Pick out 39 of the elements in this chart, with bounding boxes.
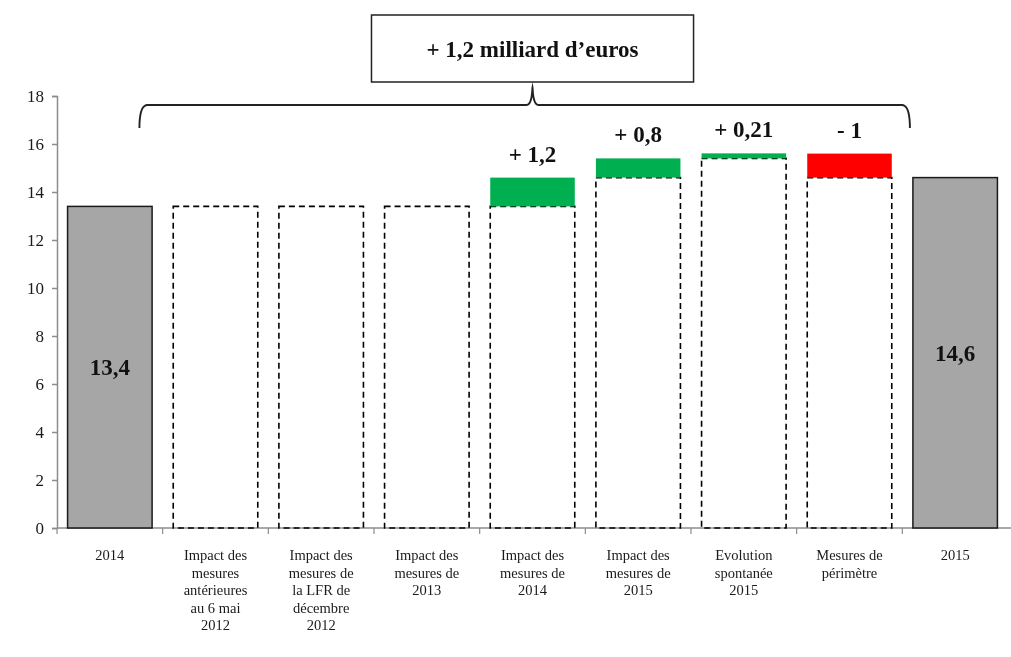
data-label: + 0,21 [714, 117, 774, 143]
x-tick-label: Impact des mesures de 2013 [394, 547, 460, 598]
x-tick-label: Impact des mesures de 2014 [500, 547, 565, 598]
y-tick-label: 8 [35, 326, 44, 346]
text: + 1,2 milliard d’euros [426, 37, 639, 62]
x-tick-label: Impact des mesures de 2015 [605, 547, 671, 598]
y-tick-label: 16 [27, 134, 44, 154]
y-tick-label: 14 [27, 182, 45, 202]
bar [700, 157, 787, 529]
bar [701, 153, 787, 159]
bar [66, 205, 153, 529]
y-tick-label: 6 [35, 374, 44, 394]
data-label: + 0,8 [614, 122, 662, 148]
y-tick-label: 0 [35, 518, 44, 538]
x-tick-label: 2015 [940, 547, 970, 563]
bar [383, 205, 470, 529]
data-label: 14,6 [935, 340, 976, 366]
data-label: + 1,2 [508, 141, 557, 167]
y-tick-label: 4 [35, 422, 45, 442]
x-tick-label: Mesures de périmètre [816, 547, 883, 581]
data-label: 13,4 [89, 355, 131, 381]
bar [806, 176, 893, 529]
bar [807, 153, 892, 178]
bar [912, 176, 999, 529]
x-tick-label: Evolution spontanée 2015 [714, 547, 774, 598]
bar [172, 205, 259, 529]
bar [278, 205, 365, 529]
data-label: - 1 [837, 117, 862, 143]
x-tick-label: 2014 [95, 547, 126, 563]
y-tick-label: 12 [27, 230, 44, 250]
x-tick-label: Impact des mesures de la LFR de décembre 2012 [288, 547, 354, 633]
y-tick-label: 10 [27, 278, 44, 298]
bar [595, 158, 681, 178]
y-tick-label: 2 [35, 470, 44, 490]
bar [490, 177, 575, 207]
bar [489, 205, 576, 529]
x-tick-label: Impact des mesures antérieures au 6 mai 2012 [183, 547, 248, 633]
y-tick-label: 18 [27, 86, 44, 106]
bar [595, 176, 682, 529]
